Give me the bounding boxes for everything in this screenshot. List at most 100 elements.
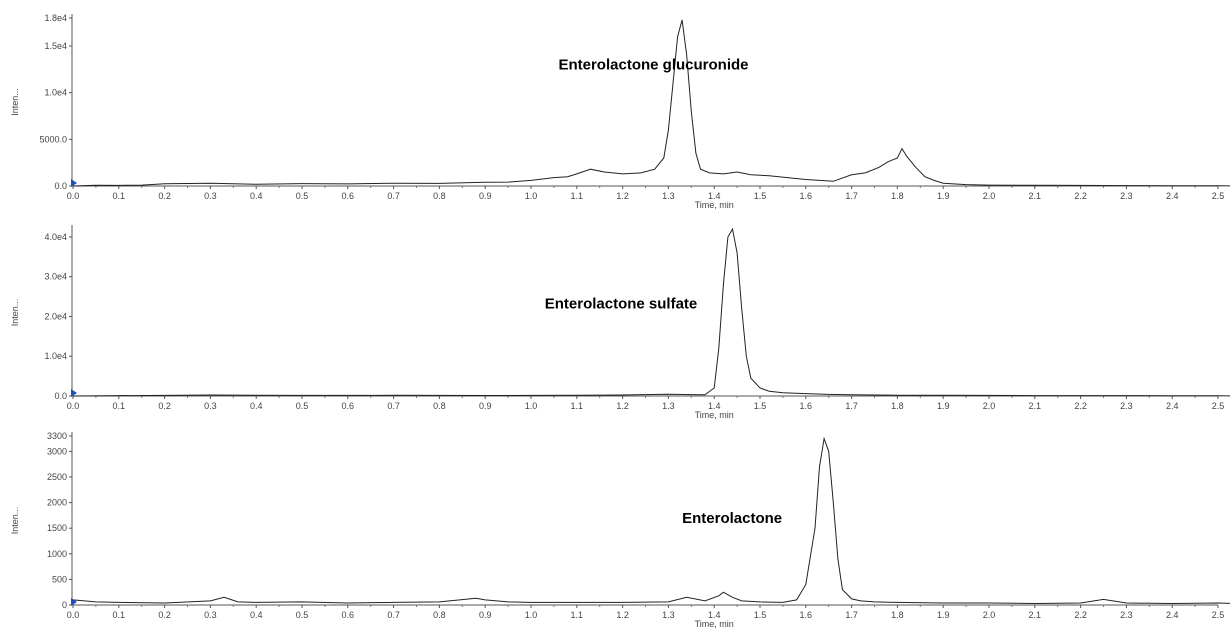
x-tick-label: 1.9 xyxy=(937,401,950,411)
y-tick-label: 4.0e4 xyxy=(44,232,67,242)
x-tick-label: 1.8 xyxy=(891,610,904,620)
x-tick-label: 1.0 xyxy=(525,191,538,201)
x-tick-label: 2.1 xyxy=(1029,610,1042,620)
y-tick-label: 0.0 xyxy=(54,181,67,191)
x-tick-label: 0.7 xyxy=(387,610,400,620)
x-tick-label: 0.0 xyxy=(67,401,80,411)
y-tick-label: 1.0e4 xyxy=(44,88,67,98)
x-tick-label: 0.5 xyxy=(296,191,309,201)
x-tick-label: 1.6 xyxy=(800,191,813,201)
x-tick-label: 1.6 xyxy=(800,610,813,620)
x-tick-label: 1.8 xyxy=(891,401,904,411)
x-tick-label: 0.3 xyxy=(204,401,217,411)
x-tick-label: 0.5 xyxy=(296,401,309,411)
peak-annotation: Enterolactone xyxy=(682,510,782,527)
x-tick-label: 0.8 xyxy=(433,401,446,411)
y-tick-label: 1.8e4 xyxy=(44,13,67,23)
x-tick-label: 1.2 xyxy=(616,401,629,411)
y-tick-label: 0 xyxy=(62,600,67,610)
x-tick-label: 2.3 xyxy=(1120,401,1133,411)
peak-annotation: Enterolactone sulfate xyxy=(545,296,698,313)
x-tick-label: 0.6 xyxy=(342,610,355,620)
y-tick-label: 0.0 xyxy=(54,391,67,401)
y-tick-label: 1.5e4 xyxy=(44,41,67,51)
y-tick-label: 2000 xyxy=(47,498,67,508)
x-tick-label: 1.2 xyxy=(616,610,629,620)
x-tick-label: 0.5 xyxy=(296,610,309,620)
x-tick-label: 1.1 xyxy=(571,610,584,620)
y-tick-label: 2500 xyxy=(47,472,67,482)
x-tick-label: 2.4 xyxy=(1166,401,1179,411)
x-tick-label: 0.7 xyxy=(387,191,400,201)
x-tick-label: 1.8 xyxy=(891,191,904,201)
x-tick-label: 0.9 xyxy=(479,610,492,620)
chromatogram-panel-2: 0.01.0e42.0e43.0e44.0e40.0 0.1 0.2 0.3 0.4 0.… xyxy=(10,225,1230,420)
chromatogram-trace xyxy=(73,20,1230,186)
x-tick-label: 1.9 xyxy=(937,191,950,201)
x-tick-label: 2.4 xyxy=(1166,191,1179,201)
x-tick-label: 2.0 xyxy=(983,191,996,201)
chromatogram-trace xyxy=(73,439,1230,604)
x-tick-label: 0.1 xyxy=(113,191,126,201)
x-tick-label: 1.0 xyxy=(525,610,538,620)
x-tick-label: 2.5 xyxy=(1212,191,1225,201)
x-tick-label: 2.0 xyxy=(983,401,996,411)
x-tick-label: 1.2 xyxy=(616,191,629,201)
x-tick-label: 0.2 xyxy=(158,191,171,201)
x-tick-label: 0.4 xyxy=(250,401,263,411)
x-tick-label: 2.5 xyxy=(1212,610,1225,620)
x-tick-label: 0.2 xyxy=(158,610,171,620)
x-tick-label: 2.2 xyxy=(1074,610,1087,620)
x-tick-label: 1.3 xyxy=(662,191,675,201)
x-tick-label: 0.6 xyxy=(342,191,355,201)
x-tick-label: 1.7 xyxy=(845,191,858,201)
x-tick-label: 1.1 xyxy=(571,401,584,411)
x-tick-label: 1.7 xyxy=(845,610,858,620)
y-tick-label: 5000.0 xyxy=(39,134,67,144)
x-tick-label: 2.3 xyxy=(1120,610,1133,620)
x-tick-label: 0.2 xyxy=(158,401,171,411)
y-axis-title: Inten... xyxy=(10,88,20,116)
x-tick-label: 0.0 xyxy=(67,610,80,620)
x-tick-label: 2.3 xyxy=(1120,191,1133,201)
y-tick-label: 3300 xyxy=(47,431,67,441)
x-tick-label: 1.0 xyxy=(525,401,538,411)
x-tick-label: 1.3 xyxy=(662,401,675,411)
x-tick-label: 1.1 xyxy=(571,191,584,201)
x-tick-label: 1.5 xyxy=(754,191,767,201)
x-tick-label: 0.3 xyxy=(204,610,217,620)
x-tick-label: 1.5 xyxy=(754,401,767,411)
x-tick-label: 2.2 xyxy=(1074,401,1087,411)
x-tick-label: 1.5 xyxy=(754,610,767,620)
x-tick-label: 0.4 xyxy=(250,610,263,620)
x-tick-label: 2.2 xyxy=(1074,191,1087,201)
peak-annotation: Enterolactone glucuronide xyxy=(558,56,748,73)
y-tick-label: 2.0e4 xyxy=(44,311,67,321)
y-tick-label: 500 xyxy=(52,574,67,584)
chromatogram-panel-3: 0 500 1000 1500 2000 2500 3000 3300 0.0 0.1 0.2 0.3… xyxy=(10,431,1230,629)
x-tick-label: 0.3 xyxy=(204,191,217,201)
x-tick-label: 2.1 xyxy=(1029,191,1042,201)
y-axis-title: Inten... xyxy=(10,299,20,327)
x-tick-label: 0.1 xyxy=(113,610,126,620)
x-tick-label: 2.5 xyxy=(1212,401,1225,411)
x-tick-label: 1.6 xyxy=(800,401,813,411)
x-tick-label: 1.7 xyxy=(845,401,858,411)
y-tick-label: 3.0e4 xyxy=(44,272,67,282)
x-tick-label: 0.7 xyxy=(387,401,400,411)
x-axis-title: Time, min xyxy=(695,200,734,210)
x-axis-title: Time, min xyxy=(695,410,734,420)
x-tick-label: 0.6 xyxy=(342,401,355,411)
chromatogram-panel-1: 0.0 5000.0 1.0e4 1.5e4 1.8e4 0.0 0.1 0.2 0.3 0.4 0… xyxy=(10,13,1230,210)
x-tick-label: 2.1 xyxy=(1029,401,1042,411)
x-tick-label: 0.4 xyxy=(250,191,263,201)
y-tick-label: 3000 xyxy=(47,446,67,456)
x-tick-label: 2.0 xyxy=(983,610,996,620)
x-tick-label: 0.1 xyxy=(113,401,126,411)
y-axis-title: Inten... xyxy=(10,507,20,535)
x-tick-label: 0.8 xyxy=(433,610,446,620)
x-tick-label: 0.9 xyxy=(479,191,492,201)
x-tick-label: 1.3 xyxy=(662,610,675,620)
x-tick-label: 0.9 xyxy=(479,401,492,411)
